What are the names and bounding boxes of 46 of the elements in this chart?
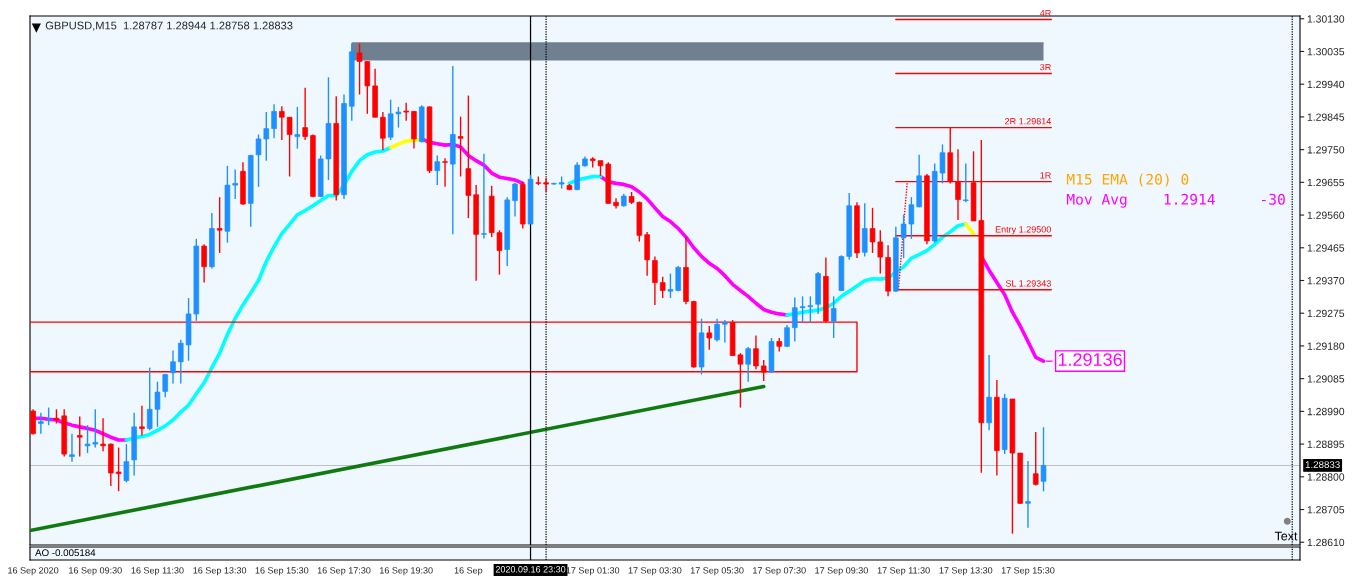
y-tick-label: 1.28800 [1307,473,1345,481]
x-tick-label: 16 Sep 11:30 [131,567,184,576]
annotation: M15 EMA (20) 0 [1066,173,1189,187]
y-tick-label: 1.28895 [1307,440,1345,448]
annotation: Mov Avg 1.2914 -30 [1066,193,1285,208]
ref-line-label: 2020.09.16 23:30 [495,566,566,573]
annotation: 1.29136 [1058,353,1122,366]
y-tick-label: 1.29275 [1307,309,1345,318]
chart-title: GBPUSD,M15 1.28787 1.28944 1.28758 1.28833 [45,21,293,31]
x-tick-label: 17 Sep 03:30 [628,567,682,576]
annotation: Text [1274,531,1298,541]
x-tick-label: 17 Sep 11:30 [877,567,930,576]
y-tick-label: 1.28610 [1307,538,1345,547]
y-tick-label: 1.28705 [1307,506,1345,514]
annotation: Entry 1.29500 [995,226,1051,235]
y-tick-label: 1.29750 [1307,146,1345,154]
text: AO -0.005184 [35,549,96,557]
y-tick-label: 1.30035 [1307,47,1345,56]
x-tick-label: 17 Sep 07:30 [753,567,806,576]
annotation: 3R [1040,63,1051,71]
ref-line-label: 1.28833 [1305,461,1340,469]
annotation: SL 1.29343 [1005,280,1051,287]
x-tick-label: 16 Sep 19:30 [380,567,433,576]
annotation: 2R 1.29814 [1005,118,1052,125]
y-tick-label: 1.29465 [1307,244,1345,252]
x-tick-label: 16 Sep 09:30 [69,567,122,576]
x-tick-label: 16 Sep 13:30 [193,567,247,576]
x-tick-label: 16 Sep 15:30 [255,567,309,576]
x-tick-label: 16 Sep 17:30 [317,567,371,576]
y-tick-label: 1.29845 [1307,113,1345,121]
y-tick-label: 1.29940 [1307,80,1345,89]
x-tick-label: 17 Sep 15:30 [1001,567,1055,576]
annotation: 1R [1040,172,1051,179]
y-tick-label: 1.29655 [1307,178,1345,187]
y-tick-label: 1.30130 [1307,15,1345,23]
annotation: 4R [1039,9,1051,17]
y-tick-label: 1.29370 [1307,277,1345,285]
x-tick-label: 17 Sep 05:30 [690,567,744,576]
x-tick-label: 16 Sep 2020 [8,567,59,576]
x-tick-label: 17 Sep 13:30 [939,567,993,576]
y-tick-label: 1.29085 [1307,375,1345,383]
y-tick-label: 1.29560 [1307,211,1345,219]
y-tick-label: 1.29180 [1307,342,1345,350]
y-tick-label: 1.28990 [1307,407,1345,416]
x-tick-label: 17 Sep 09:30 [815,567,868,576]
x-tick-label: 16 Sep [454,567,483,576]
